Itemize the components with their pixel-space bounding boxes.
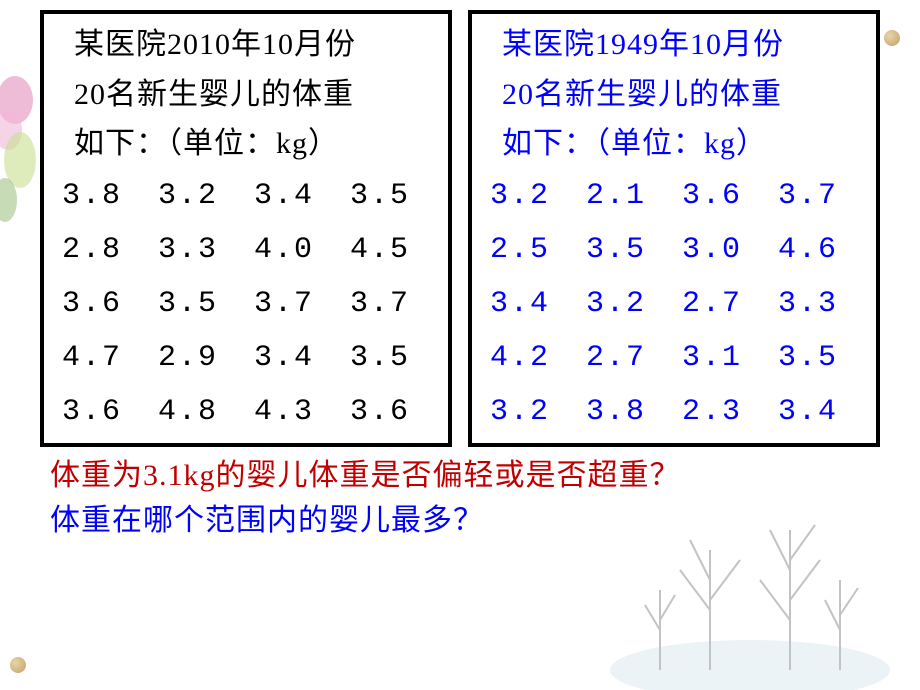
title-line: 如下：（单位：kg） <box>74 119 438 169</box>
data-cell: 3.2 <box>482 179 578 213</box>
data-cell: 3.0 <box>674 233 770 267</box>
data-cell: 3.4 <box>246 179 342 213</box>
data-cell: 2.1 <box>578 179 674 213</box>
title-line: 20名新生婴儿的体重 <box>502 70 866 120</box>
data-cell: 3.7 <box>246 287 342 321</box>
title-line: 某医院1949年10月份 <box>502 20 866 70</box>
data-cell: 3.2 <box>482 395 578 429</box>
left-table-title: 某医院2010年10月份 20名新生婴儿的体重 如下：（单位：kg） <box>54 20 438 169</box>
bullet-icon <box>884 30 900 51</box>
data-cell: 3.4 <box>482 287 578 321</box>
data-cell: 3.5 <box>770 341 866 375</box>
data-cell: 3.5 <box>150 287 246 321</box>
data-cell: 2.7 <box>578 341 674 375</box>
left-data-table: 某医院2010年10月份 20名新生婴儿的体重 如下：（单位：kg） 3.8 3… <box>40 10 452 447</box>
bullet-icon <box>10 657 26 678</box>
data-cell: 4.8 <box>150 395 246 429</box>
data-cell: 2.9 <box>150 341 246 375</box>
data-cell: 2.3 <box>674 395 770 429</box>
title-line: 20名新生婴儿的体重 <box>74 70 438 120</box>
data-cell: 3.7 <box>770 179 866 213</box>
data-cell: 3.2 <box>150 179 246 213</box>
data-cell: 3.4 <box>770 395 866 429</box>
data-cell: 2.5 <box>482 233 578 267</box>
data-cell: 3.2 <box>578 287 674 321</box>
data-cell: 3.1 <box>674 341 770 375</box>
data-cell: 3.7 <box>342 287 438 321</box>
data-cell: 3.6 <box>54 395 150 429</box>
data-cell: 3.5 <box>578 233 674 267</box>
data-cell: 3.5 <box>342 179 438 213</box>
data-cell: 3.3 <box>150 233 246 267</box>
data-cell: 3.8 <box>578 395 674 429</box>
data-cell: 2.8 <box>54 233 150 267</box>
data-cell: 4.2 <box>482 341 578 375</box>
right-data-table: 某医院1949年10月份 20名新生婴儿的体重 如下：（单位：kg） 3.2 2… <box>468 10 880 447</box>
data-cell: 3.3 <box>770 287 866 321</box>
data-cell: 4.7 <box>54 341 150 375</box>
data-cell: 3.8 <box>54 179 150 213</box>
data-cell: 3.6 <box>54 287 150 321</box>
data-cell: 2.7 <box>674 287 770 321</box>
data-cell: 3.6 <box>674 179 770 213</box>
data-cell: 3.4 <box>246 341 342 375</box>
title-line: 某医院2010年10月份 <box>74 20 438 70</box>
right-table-title: 某医院1949年10月份 20名新生婴儿的体重 如下：（单位：kg） <box>482 20 866 169</box>
data-cell: 4.3 <box>246 395 342 429</box>
right-data-grid: 3.2 2.1 3.6 3.7 2.5 3.5 3.0 4.6 3.4 3.2 … <box>482 169 866 435</box>
left-data-grid: 3.8 3.2 3.4 3.5 2.8 3.3 4.0 4.5 3.6 3.5 … <box>54 169 438 435</box>
questions-block: 体重为3.1kg的婴儿体重是否偏轻或是否超重？ 体重在哪个范围内的婴儿最多？ <box>0 447 920 543</box>
question-2: 体重在哪个范围内的婴儿最多？ <box>50 498 880 543</box>
data-cell: 4.0 <box>246 233 342 267</box>
data-cell: 4.6 <box>770 233 866 267</box>
data-cell: 3.6 <box>342 395 438 429</box>
title-line: 如下：（单位：kg） <box>502 119 866 169</box>
data-cell: 3.5 <box>342 341 438 375</box>
question-1: 体重为3.1kg的婴儿体重是否偏轻或是否超重？ <box>50 453 880 498</box>
data-cell: 4.5 <box>342 233 438 267</box>
tables-container: 某医院2010年10月份 20名新生婴儿的体重 如下：（单位：kg） 3.8 3… <box>0 0 920 447</box>
